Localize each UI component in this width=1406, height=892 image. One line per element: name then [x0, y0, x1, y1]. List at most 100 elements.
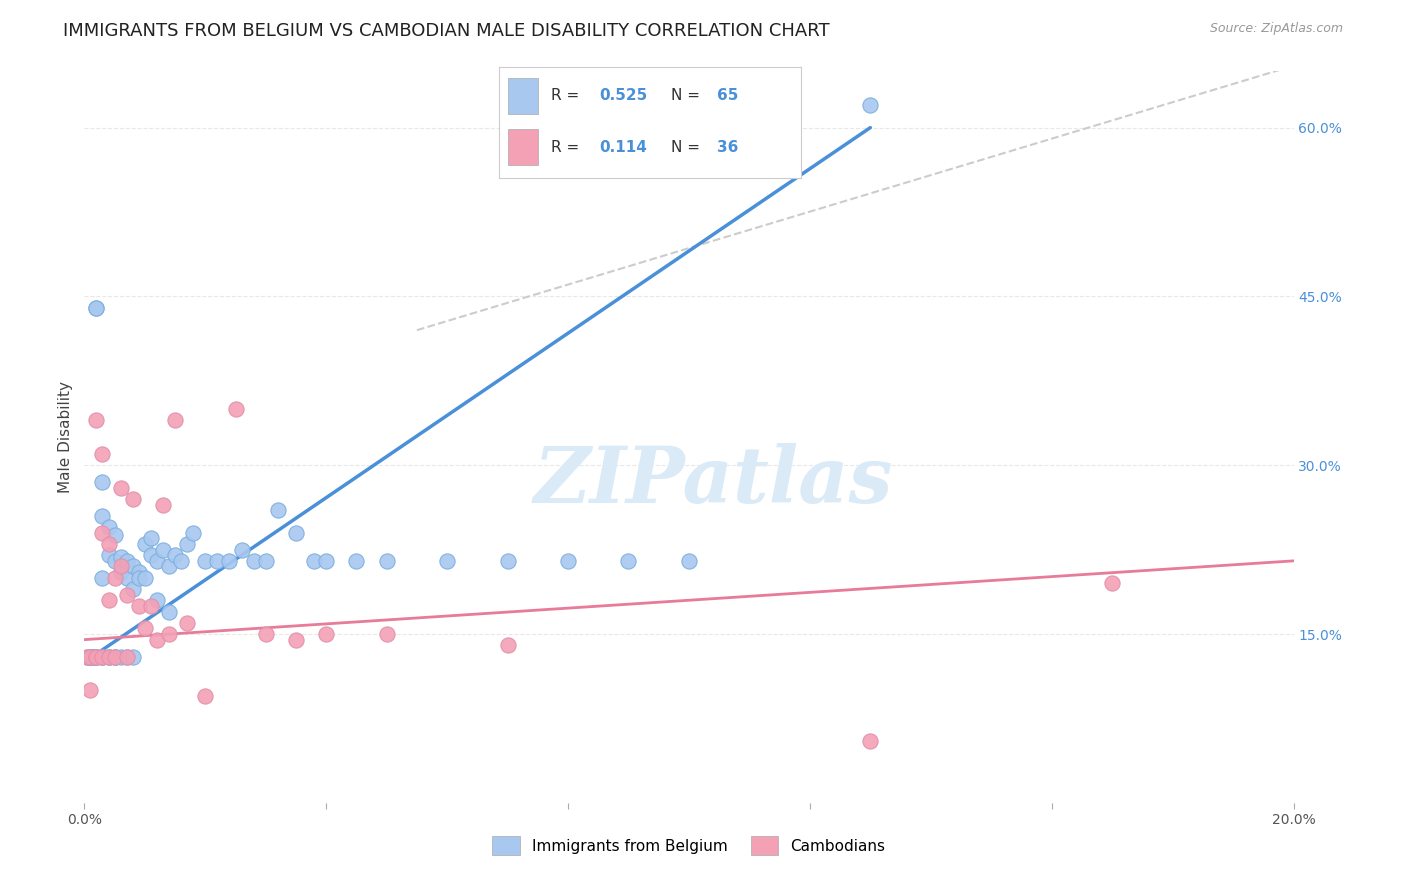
Point	[115, 649, 138, 664]
Point	[86, 649, 108, 664]
Point	[86, 649, 108, 664]
Point	[165, 413, 187, 427]
Point	[315, 554, 337, 568]
Point	[254, 554, 277, 568]
Point	[617, 554, 640, 568]
Point	[104, 554, 127, 568]
Point	[104, 571, 127, 585]
Point	[242, 554, 264, 568]
Point	[86, 649, 108, 664]
Point	[267, 503, 290, 517]
Text: ZIPatlas: ZIPatlas	[533, 442, 893, 519]
Point	[76, 649, 98, 664]
Point	[91, 571, 114, 585]
Point	[134, 621, 156, 635]
Text: R =: R =	[551, 140, 589, 154]
Point	[110, 550, 132, 565]
Point	[91, 447, 114, 461]
Point	[146, 554, 169, 568]
Point	[97, 548, 120, 562]
Point	[134, 571, 156, 585]
Point	[231, 542, 253, 557]
Point	[79, 649, 101, 664]
Point	[194, 689, 217, 703]
Point	[91, 508, 114, 523]
Point	[128, 565, 150, 579]
Point	[254, 627, 277, 641]
Legend: Immigrants from Belgium, Cambodians: Immigrants from Belgium, Cambodians	[486, 830, 891, 861]
Point	[97, 649, 120, 664]
Text: Source: ZipAtlas.com: Source: ZipAtlas.com	[1209, 22, 1343, 36]
Point	[86, 413, 108, 427]
Point	[375, 627, 398, 641]
Point	[157, 605, 180, 619]
Text: N =: N =	[672, 88, 706, 103]
Point	[157, 627, 180, 641]
Point	[165, 548, 187, 562]
Point	[82, 649, 104, 664]
Point	[91, 649, 114, 664]
Point	[194, 554, 217, 568]
Point	[496, 554, 519, 568]
Point	[97, 649, 120, 664]
Point	[285, 632, 308, 647]
Point	[104, 649, 127, 664]
Point	[97, 593, 120, 607]
Point	[139, 599, 162, 613]
Point	[152, 542, 174, 557]
Text: R =: R =	[551, 88, 583, 103]
Point	[104, 649, 127, 664]
Text: 65: 65	[717, 88, 738, 103]
Point	[97, 537, 120, 551]
Point	[1101, 576, 1123, 591]
Point	[115, 588, 138, 602]
Point	[110, 649, 132, 664]
Point	[86, 301, 108, 315]
Point	[859, 734, 882, 748]
Y-axis label: Male Disability: Male Disability	[58, 381, 73, 493]
Point	[134, 537, 156, 551]
Point	[104, 649, 127, 664]
Point	[678, 554, 700, 568]
Point	[121, 491, 143, 506]
Text: 0.114: 0.114	[599, 140, 647, 154]
Point	[285, 525, 308, 540]
Point	[170, 554, 193, 568]
Text: N =: N =	[672, 140, 706, 154]
Point	[82, 649, 104, 664]
Point	[110, 559, 132, 574]
Point	[139, 548, 162, 562]
Point	[152, 498, 174, 512]
Point	[315, 627, 337, 641]
Point	[146, 632, 169, 647]
Point	[302, 554, 325, 568]
FancyBboxPatch shape	[508, 129, 538, 165]
Point	[557, 554, 579, 568]
Point	[121, 582, 143, 596]
Point	[79, 649, 101, 664]
Point	[157, 559, 180, 574]
Point	[146, 593, 169, 607]
Point	[225, 401, 247, 416]
Point	[110, 481, 132, 495]
Point	[218, 554, 240, 568]
Point	[115, 554, 138, 568]
Point	[104, 528, 127, 542]
Point	[436, 554, 458, 568]
Point	[91, 649, 114, 664]
Point	[110, 565, 132, 579]
Text: 0.525: 0.525	[599, 88, 647, 103]
Point	[121, 649, 143, 664]
FancyBboxPatch shape	[508, 78, 538, 114]
Point	[128, 571, 150, 585]
Point	[375, 554, 398, 568]
Point	[91, 475, 114, 489]
Point	[139, 532, 162, 546]
Point	[207, 554, 229, 568]
Point	[181, 525, 204, 540]
Point	[97, 649, 120, 664]
Point	[859, 98, 882, 112]
Point	[176, 615, 198, 630]
Point	[346, 554, 368, 568]
Point	[496, 638, 519, 652]
